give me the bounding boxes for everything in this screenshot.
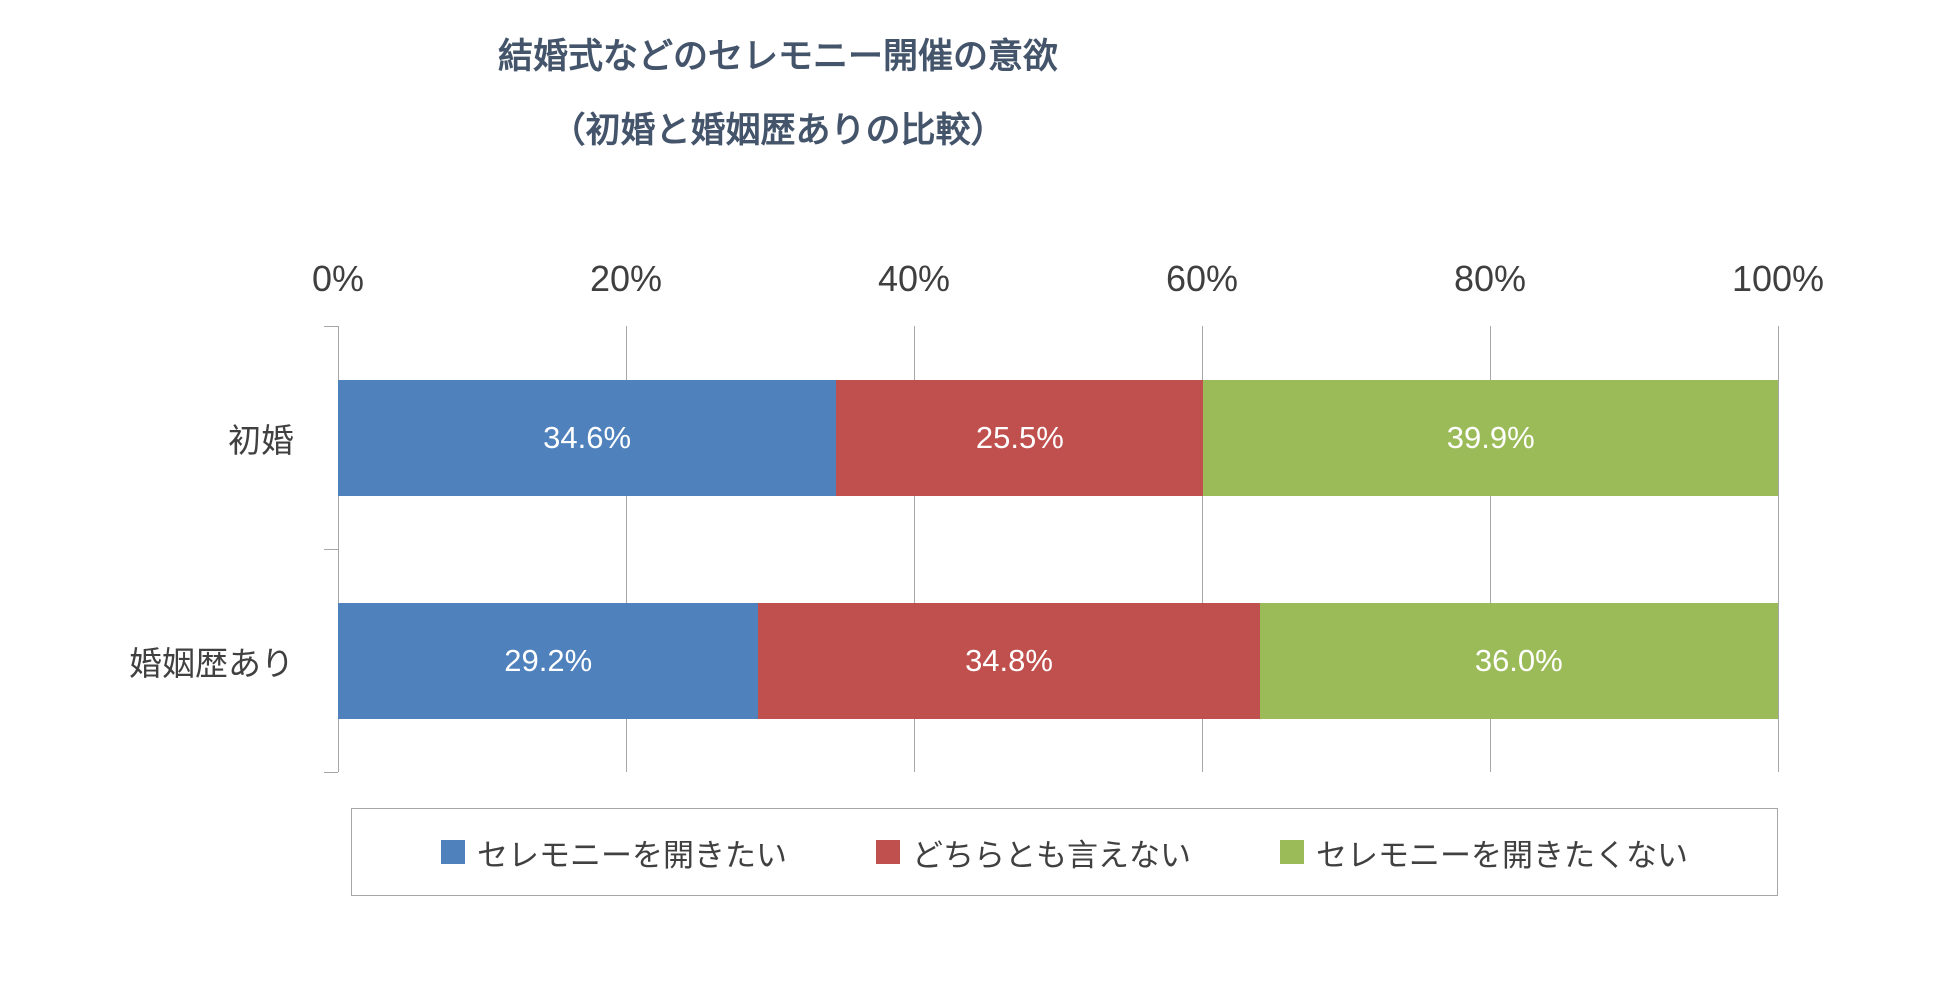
x-axis-tick-label: 20% [589, 258, 663, 299]
legend: セレモニーを開きたい どちらとも言えない セレモニーを開きたくない [351, 808, 1778, 896]
x-axis-tick-label: 40% [877, 258, 951, 299]
gridline [626, 326, 627, 772]
legend-item: セレモニーを開きたい [441, 830, 787, 875]
gridline [1202, 326, 1203, 772]
x-axis-tick-label: 60% [1165, 258, 1239, 299]
gridline [1778, 326, 1779, 772]
legend-label: セレモニーを開きたい [477, 837, 787, 873]
bar-value-label: 29.2% [504, 642, 593, 678]
x-axis-tick-label: 0% [311, 258, 365, 299]
gridline [338, 326, 339, 772]
bar-segment: 29.2% [338, 602, 759, 719]
bar-value-label: 34.6% [543, 419, 632, 455]
bar-value-label: 36.0% [1474, 642, 1563, 678]
legend-label: セレモニーを開きたくない [1316, 837, 1688, 873]
bar-value-label: 39.9% [1446, 419, 1535, 455]
bar-segment: 34.6% [338, 379, 837, 496]
plot-area: 34.6% 25.5% 39.9% 29.2% 34.8% 36.0% [324, 326, 1779, 773]
bar-segment: 36.0% [1259, 602, 1778, 719]
x-axis-tick-label: 80% [1453, 258, 1527, 299]
bar-segment: 34.8% [758, 602, 1260, 719]
bar-segment: 39.9% [1203, 379, 1778, 496]
legend-swatch-icon [876, 840, 900, 864]
legend-item: セレモニーを開きたくない [1280, 830, 1688, 875]
gridline [1490, 326, 1491, 772]
x-axis-tick-label: 100% [1731, 258, 1825, 299]
bar-segment: 25.5% [836, 379, 1204, 496]
legend-swatch-icon [441, 840, 465, 864]
legend-label: どちらとも言えない [912, 837, 1191, 873]
chart-title-line2: （初婚と婚姻歴ありの比較） [550, 111, 1006, 150]
y-axis-tick-mark [324, 549, 338, 550]
y-axis-category-label: 初婚 [228, 421, 294, 459]
legend-swatch-icon [1280, 840, 1304, 864]
y-axis-category-label: 婚姻歴あり [129, 644, 294, 682]
gridline [914, 326, 915, 772]
y-axis-tick-mark [324, 772, 338, 773]
chart-title-line1: 結婚式などのセレモニー開催の意欲 [497, 37, 1058, 76]
bar-value-label: 25.5% [975, 419, 1064, 455]
y-axis-tick-mark [324, 326, 338, 327]
chart-title: 結婚式などのセレモニー開催の意欲 （初婚と婚姻歴ありの比較） [0, 20, 1556, 168]
bar-value-label: 34.8% [965, 642, 1053, 678]
legend-item: どちらとも言えない [876, 830, 1191, 875]
